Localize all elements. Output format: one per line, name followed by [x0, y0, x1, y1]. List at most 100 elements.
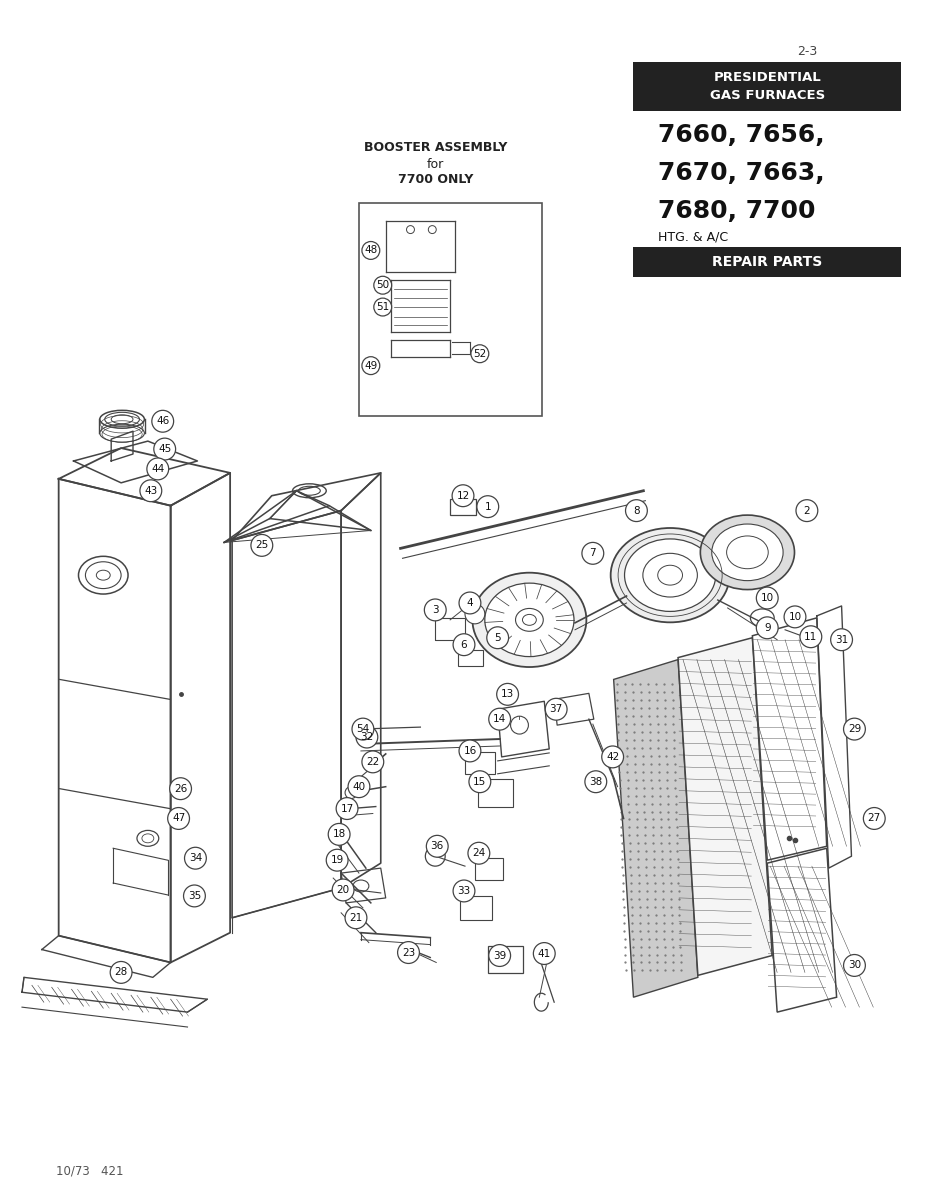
- Text: 2: 2: [804, 505, 810, 516]
- Circle shape: [489, 708, 511, 730]
- Circle shape: [511, 716, 528, 734]
- Circle shape: [374, 298, 391, 316]
- Text: HTG. & A/C: HTG. & A/C: [658, 230, 729, 244]
- Text: 10/73   421: 10/73 421: [56, 1164, 123, 1177]
- Circle shape: [374, 276, 391, 294]
- Circle shape: [800, 626, 821, 648]
- Bar: [488, 946, 524, 973]
- Text: 25: 25: [255, 540, 269, 551]
- Circle shape: [468, 842, 489, 864]
- Circle shape: [756, 617, 778, 638]
- Bar: [436, 618, 465, 640]
- Ellipse shape: [293, 484, 326, 498]
- Circle shape: [170, 778, 192, 799]
- Ellipse shape: [658, 565, 682, 586]
- Circle shape: [844, 718, 866, 740]
- Text: 5: 5: [494, 632, 501, 643]
- Text: 11: 11: [805, 631, 818, 642]
- Text: 7670, 7663,: 7670, 7663,: [658, 161, 825, 185]
- Circle shape: [345, 787, 357, 799]
- Text: 42: 42: [606, 752, 619, 762]
- Text: 28: 28: [114, 967, 128, 977]
- Text: 50: 50: [376, 281, 389, 290]
- Circle shape: [362, 356, 380, 374]
- Text: 34: 34: [189, 853, 202, 863]
- Text: 44: 44: [151, 464, 164, 474]
- Circle shape: [471, 344, 489, 362]
- Text: 10: 10: [789, 612, 802, 622]
- Text: 18: 18: [333, 829, 346, 839]
- Bar: [458, 649, 483, 666]
- Circle shape: [146, 458, 169, 480]
- Text: 19: 19: [331, 856, 344, 865]
- Circle shape: [863, 808, 885, 829]
- Text: 7700 ONLY: 7700 ONLY: [398, 173, 473, 186]
- Circle shape: [337, 798, 358, 820]
- Text: 16: 16: [464, 746, 476, 756]
- Text: 36: 36: [431, 841, 444, 851]
- Ellipse shape: [473, 572, 587, 667]
- Circle shape: [348, 775, 370, 798]
- Circle shape: [398, 942, 419, 964]
- Circle shape: [585, 770, 606, 793]
- Circle shape: [784, 606, 806, 628]
- Circle shape: [168, 808, 189, 829]
- Text: 2-3: 2-3: [797, 46, 817, 59]
- Ellipse shape: [750, 608, 774, 626]
- Text: 32: 32: [361, 732, 374, 742]
- Circle shape: [545, 698, 567, 720]
- Circle shape: [332, 880, 354, 901]
- Circle shape: [533, 943, 555, 965]
- Text: 20: 20: [337, 884, 349, 895]
- Text: 43: 43: [145, 486, 158, 496]
- Text: 23: 23: [402, 948, 415, 958]
- Circle shape: [251, 534, 273, 557]
- Text: 1: 1: [485, 502, 491, 511]
- Circle shape: [497, 684, 518, 706]
- Text: 40: 40: [352, 781, 365, 792]
- Polygon shape: [614, 660, 698, 997]
- Text: 52: 52: [473, 349, 487, 359]
- Text: 47: 47: [172, 814, 185, 823]
- Text: 14: 14: [493, 714, 506, 724]
- Text: 6: 6: [461, 640, 467, 649]
- Text: 7660, 7656,: 7660, 7656,: [658, 124, 825, 148]
- Text: 4: 4: [466, 598, 474, 608]
- Bar: [478, 779, 513, 806]
- Ellipse shape: [515, 608, 543, 631]
- Circle shape: [459, 740, 481, 762]
- Circle shape: [184, 886, 206, 907]
- Text: 22: 22: [366, 757, 379, 767]
- Bar: [475, 858, 502, 880]
- Text: 7: 7: [590, 548, 596, 558]
- Text: 17: 17: [340, 804, 354, 814]
- Text: 13: 13: [501, 689, 514, 700]
- Polygon shape: [768, 848, 836, 1012]
- Text: 51: 51: [376, 302, 389, 312]
- Circle shape: [338, 806, 348, 816]
- Circle shape: [582, 542, 603, 564]
- Circle shape: [459, 592, 481, 614]
- Bar: [633, 61, 901, 112]
- Text: 54: 54: [356, 724, 370, 734]
- Polygon shape: [678, 637, 772, 976]
- Ellipse shape: [797, 634, 813, 646]
- Ellipse shape: [485, 583, 574, 656]
- Text: 26: 26: [174, 784, 187, 793]
- Bar: [633, 247, 901, 277]
- Text: 15: 15: [473, 776, 487, 787]
- Text: 39: 39: [493, 950, 506, 960]
- Text: for: for: [426, 158, 444, 172]
- Text: 31: 31: [835, 635, 848, 644]
- Circle shape: [844, 954, 866, 977]
- Text: 24: 24: [472, 848, 486, 858]
- Circle shape: [352, 718, 374, 740]
- Circle shape: [362, 751, 384, 773]
- Bar: [465, 752, 495, 774]
- Circle shape: [602, 746, 624, 768]
- Circle shape: [328, 823, 350, 845]
- Circle shape: [756, 587, 778, 608]
- Circle shape: [626, 499, 647, 522]
- Circle shape: [453, 634, 475, 655]
- Text: 7680, 7700: 7680, 7700: [658, 199, 816, 223]
